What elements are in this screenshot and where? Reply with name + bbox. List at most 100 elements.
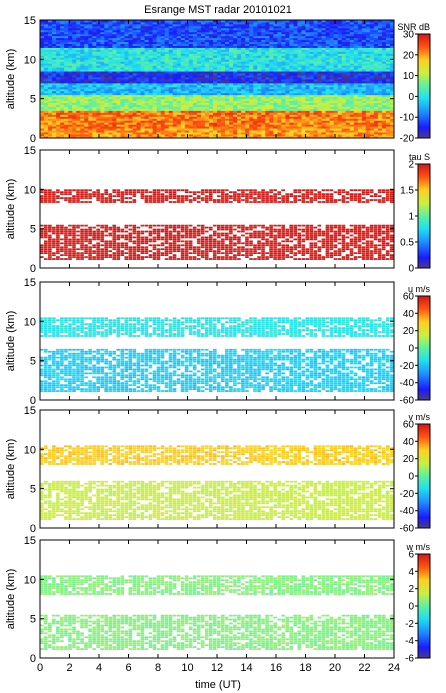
- data-cell: [357, 110, 363, 113]
- data-cell: [76, 27, 81, 31]
- data-cell: [44, 71, 49, 74]
- data-cell: [212, 102, 218, 105]
- data-cell: [44, 63, 49, 66]
- data-cell: [357, 102, 363, 105]
- data-cell: [261, 88, 266, 92]
- data-cell: [128, 118, 133, 121]
- data-cell: [188, 47, 194, 50]
- data-cell: [301, 116, 306, 119]
- data-cell: [104, 90, 109, 94]
- data-cell: [96, 80, 101, 84]
- data-cell: [365, 49, 371, 52]
- data-cell: [200, 75, 206, 78]
- data-cell: [249, 31, 254, 35]
- data-cell: [365, 37, 371, 41]
- data-cell: [233, 63, 238, 66]
- data-cell: [269, 130, 274, 133]
- data-cell: [317, 79, 322, 82]
- data-cell: [208, 41, 214, 44]
- data-cell: [84, 126, 89, 129]
- data-cell: [285, 102, 290, 105]
- data-cell: [265, 118, 270, 121]
- data-cell: [212, 92, 218, 96]
- data-cell: [297, 94, 302, 98]
- data-cell: [108, 124, 113, 127]
- data-cell: [321, 126, 327, 129]
- data-cell: [365, 53, 371, 56]
- data-cell: [124, 71, 129, 74]
- data-cell: [88, 96, 93, 100]
- data-cell: [241, 39, 246, 43]
- data-cell: [68, 92, 73, 96]
- data-cell: [40, 90, 45, 94]
- data-cell: [221, 75, 226, 78]
- data-cell: [168, 39, 174, 43]
- data-cell: [261, 128, 266, 131]
- data-cell: [120, 73, 125, 76]
- data-cell: [172, 39, 178, 43]
- data-cell: [337, 98, 343, 102]
- data-cell: [76, 80, 81, 84]
- data-cell: [144, 98, 150, 102]
- data-cell: [289, 94, 294, 98]
- data-cell: [196, 102, 202, 105]
- data-cell: [164, 45, 170, 48]
- data-cell: [156, 112, 162, 115]
- data-cell: [249, 128, 254, 131]
- data-cell: [309, 84, 314, 88]
- data-cell: [60, 126, 65, 129]
- data-cell: [64, 25, 69, 29]
- data-cell: [389, 65, 395, 68]
- data-cell: [377, 118, 383, 121]
- data-cell: [389, 43, 395, 46]
- data-cell: [265, 45, 270, 48]
- data-cell: [68, 102, 73, 105]
- data-cell: [221, 71, 226, 74]
- data-cell: [140, 45, 145, 48]
- data-cell: [180, 59, 186, 62]
- data-cell: [285, 35, 290, 39]
- data-cell: [261, 47, 266, 50]
- data-cell: [200, 31, 206, 35]
- data-cell: [52, 90, 57, 94]
- data-cell: [273, 27, 278, 31]
- data-cell: [281, 100, 286, 103]
- data-cell: [56, 39, 61, 43]
- data-cell: [257, 63, 262, 66]
- data-cell: [68, 116, 73, 119]
- data-cell: [245, 82, 250, 86]
- data-cell: [381, 84, 387, 88]
- data-cell: [76, 59, 81, 62]
- data-cell: [369, 116, 375, 119]
- data-cell: [152, 116, 158, 119]
- data-cell: [317, 33, 322, 37]
- data-cell: [241, 37, 246, 41]
- data-cell: [305, 90, 310, 94]
- data-cell: [305, 71, 310, 74]
- data-cell: [108, 71, 113, 74]
- data-cell: [184, 100, 190, 103]
- data-cell: [116, 102, 121, 105]
- data-cell: [184, 118, 190, 121]
- data-cell: [365, 128, 371, 131]
- data-cell: [124, 51, 129, 54]
- data-cell: [225, 55, 230, 58]
- data-cell: [136, 77, 141, 80]
- data-cell: [48, 63, 53, 66]
- data-cell: [52, 35, 57, 39]
- data-cell: [104, 88, 109, 92]
- data-cell: [265, 57, 270, 60]
- data-cell: [148, 47, 154, 50]
- data-cell: [301, 112, 306, 115]
- data-cell: [221, 134, 226, 137]
- data-cell: [269, 126, 274, 129]
- data-cell: [297, 90, 302, 94]
- data-cell: [233, 98, 238, 102]
- data-cell: [277, 124, 282, 127]
- data-cell: [293, 25, 298, 29]
- data-cell: [132, 37, 137, 41]
- data-cell: [345, 55, 351, 58]
- data-cell: [76, 45, 81, 48]
- data-cell: [333, 112, 339, 115]
- data-cell: [297, 134, 302, 137]
